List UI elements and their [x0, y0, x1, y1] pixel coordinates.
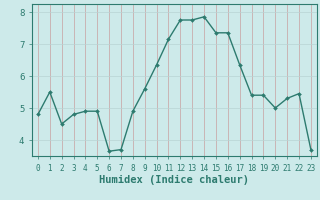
X-axis label: Humidex (Indice chaleur): Humidex (Indice chaleur) — [100, 175, 249, 185]
